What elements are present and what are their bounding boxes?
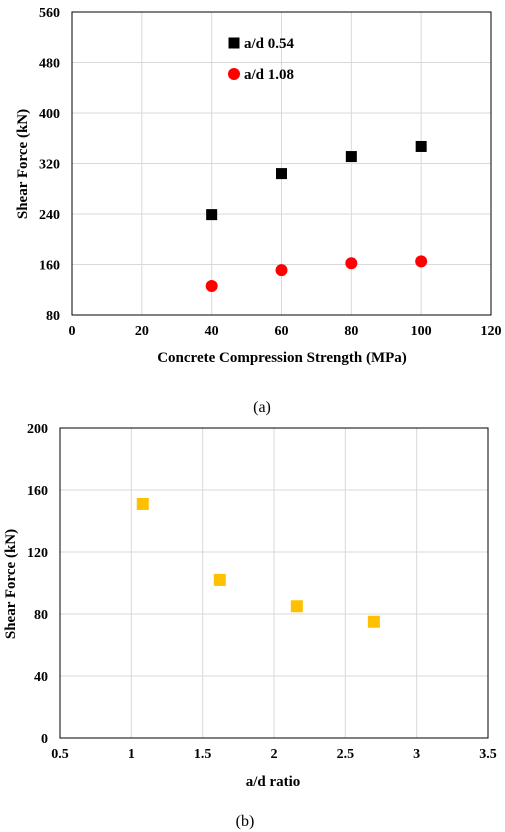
- a-series-2-point: [415, 255, 428, 268]
- a-x-tick-label: 40: [205, 324, 219, 339]
- chart-b-markers: [136, 497, 380, 628]
- a-y-tick-label: 160: [39, 259, 60, 274]
- b-series-1-point: [367, 615, 380, 628]
- b-y-tick-label: 200: [27, 422, 48, 437]
- chart-a-x-axis-title: Concrete Compression Strength (MPa): [157, 350, 407, 366]
- b-series-1-point: [213, 573, 226, 586]
- chart-a-legend-marker-1: [228, 37, 240, 49]
- chart-a: 0 20 40 60 80 100 120 80 160 240 320 400 480 560 a/d …: [15, 6, 502, 416]
- chart-b-x-axis-title: a/d ratio: [246, 774, 301, 790]
- chart-b-caption: (b): [236, 813, 255, 830]
- chart-a-legend-label-2: a/d 1.08: [244, 67, 294, 83]
- a-x-tick-label: 60: [275, 324, 289, 339]
- a-series-2-point: [275, 264, 288, 277]
- b-y-tick-label: 160: [27, 484, 48, 499]
- b-x-tick-label: 1.5: [194, 747, 212, 762]
- a-y-tick-label: 400: [39, 107, 60, 122]
- b-y-tick-label: 40: [34, 670, 48, 685]
- a-y-tick-label: 80: [46, 309, 60, 324]
- chart-a-legend-marker-2: [228, 68, 240, 80]
- chart-a-plot-frame: [71, 11, 492, 316]
- b-x-tick-label: 2.5: [337, 747, 355, 762]
- a-y-tick-label: 560: [39, 6, 60, 21]
- chart-a-markers: [205, 140, 428, 292]
- chart-a-caption: (a): [253, 399, 271, 416]
- b-series-1-point: [290, 600, 303, 613]
- a-y-tick-label: 480: [39, 57, 60, 72]
- a-series-1-point: [206, 209, 218, 221]
- chart-a-legend: a/d 0.54 a/d 1.08: [228, 36, 295, 83]
- chart-a-legend-label-1: a/d 0.54: [244, 36, 295, 52]
- b-x-tick-label: 0.5: [51, 747, 69, 762]
- chart-a-y-axis-title: Shear Force (kN): [15, 109, 31, 219]
- b-series-1-point: [136, 497, 149, 510]
- a-x-tick-label: 100: [411, 324, 432, 339]
- b-y-tick-label: 0: [41, 732, 48, 747]
- a-series-2-point: [205, 279, 218, 292]
- chart-b-gridlines: [59, 427, 489, 739]
- chart-b-plot-frame: [59, 427, 489, 739]
- a-series-2-point: [345, 257, 358, 270]
- chart-b-y-axis-title: Shear Force (kN): [3, 529, 19, 639]
- b-x-tick-label: 3.5: [479, 747, 497, 762]
- chart-b-tick-labels: 0.5 1 1.5 2 2.5 3 3.5 0 40 80 120 160 200: [27, 422, 497, 762]
- a-series-1-point: [415, 140, 427, 152]
- a-x-tick-label: 80: [344, 324, 358, 339]
- a-x-tick-label: 0: [69, 324, 76, 339]
- b-x-tick-label: 3: [413, 747, 420, 762]
- a-y-tick-label: 240: [39, 208, 60, 223]
- b-x-tick-label: 2: [271, 747, 278, 762]
- a-y-tick-label: 320: [39, 158, 60, 173]
- a-series-1-point: [276, 168, 287, 180]
- b-y-tick-label: 80: [34, 608, 48, 623]
- a-series-1-point: [345, 151, 357, 163]
- chart-a-tick-labels: 0 20 40 60 80 100 120 80 160 240 320 400 480 560: [39, 6, 502, 339]
- a-x-tick-label: 20: [135, 324, 149, 339]
- b-y-tick-label: 120: [27, 546, 48, 561]
- b-x-tick-label: 1: [128, 747, 135, 762]
- a-x-tick-label: 120: [481, 324, 502, 339]
